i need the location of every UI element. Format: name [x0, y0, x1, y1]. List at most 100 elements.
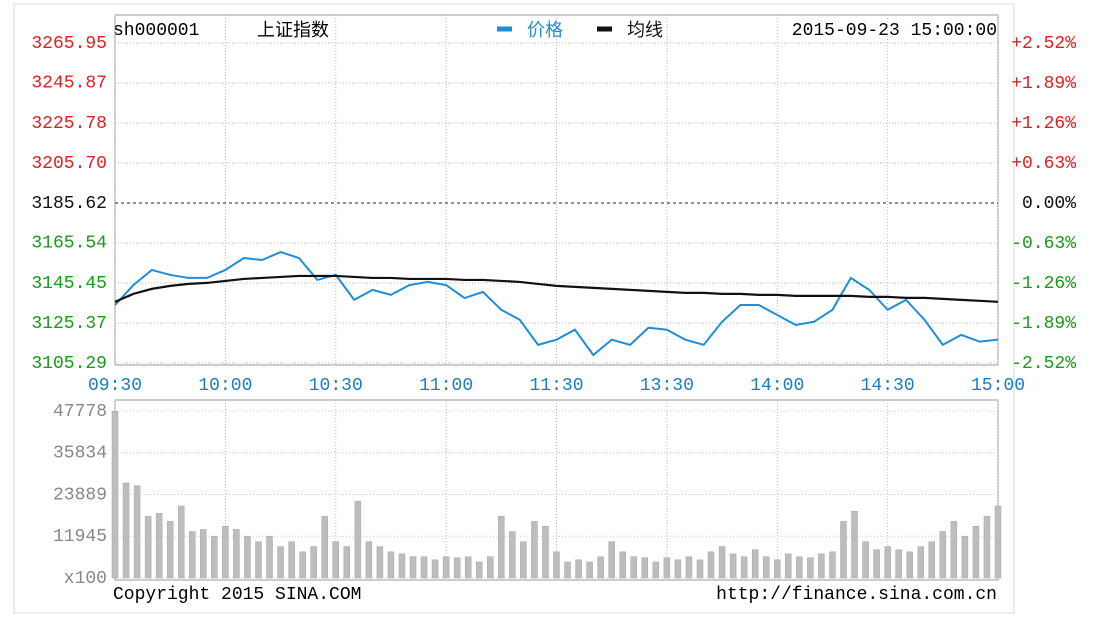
volume-bar: [641, 557, 649, 579]
volume-bar: [575, 559, 582, 579]
volume-bar: [288, 541, 295, 579]
y-tick-label: 3185.62: [31, 194, 107, 214]
y-tick-label: 3105.29: [31, 354, 107, 374]
volume-bar: [266, 536, 273, 579]
volume-bar: [354, 500, 362, 579]
volume-bar: [211, 536, 218, 579]
volume-bar: [983, 515, 991, 579]
volume-bar: [144, 515, 152, 579]
volume-bar: [255, 541, 262, 579]
volume-bar: [442, 556, 450, 579]
series-line: [114, 274, 999, 303]
volume-bar: [376, 546, 384, 579]
volume-bar: [796, 556, 803, 579]
x-tick-label: 15:00: [971, 376, 1025, 396]
x-tick-label: 10:00: [198, 376, 252, 396]
y-tick-label: x100: [64, 569, 107, 589]
y-tick-label: 3265.95: [31, 34, 107, 54]
volume-bar: [310, 546, 317, 579]
volume-bar: [520, 541, 527, 579]
volume-bar: [950, 521, 958, 579]
x-tick-label: 14:30: [861, 376, 915, 396]
volume-bar: [608, 541, 615, 579]
x-tick-label: 09:30: [88, 376, 142, 396]
volume-bar: [487, 556, 494, 579]
volume-bar: [906, 551, 913, 579]
volume-bar: [597, 556, 604, 579]
volume-bar: [233, 529, 240, 579]
volume-bar: [696, 559, 704, 579]
y-tick-label: 23889: [53, 485, 107, 505]
volume-bar: [762, 556, 770, 579]
volume-bar: [972, 526, 980, 579]
y-tick-label: 3205.70: [31, 154, 107, 174]
volume-bar: [553, 551, 560, 579]
volume-bar: [785, 553, 792, 579]
volume-bar: [244, 536, 251, 579]
volume-bar: [895, 549, 902, 579]
y2-tick-label: -0.63%: [1011, 234, 1076, 254]
volume-bar: [630, 556, 638, 579]
volume-bar: [729, 553, 737, 579]
volume-bar: [884, 546, 891, 579]
volume-bar: [564, 561, 571, 579]
legend-label: 价格: [527, 20, 563, 41]
volume-bar: [409, 556, 417, 579]
y-tick-label: 3145.45: [31, 274, 107, 294]
volume-bar: [365, 541, 373, 579]
volume-bar: [807, 557, 814, 579]
x-tick-label: 13:30: [640, 376, 694, 396]
volume-bar: [751, 549, 759, 579]
volume-bar: [453, 557, 461, 579]
y2-tick-label: -2.52%: [1011, 354, 1076, 374]
volume-bar: [829, 551, 836, 579]
volume-bar: [619, 551, 626, 579]
volume-bar: [222, 526, 229, 579]
volume-bar: [851, 510, 858, 579]
y-tick-label: 47778: [53, 402, 107, 422]
legend-label: 均线: [627, 20, 663, 41]
y2-tick-label: +0.63%: [1011, 154, 1076, 174]
y2-tick-label: -1.26%: [1011, 274, 1076, 294]
volume-bar: [928, 541, 936, 579]
volume-bar: [475, 561, 483, 579]
x-tick-label: 14:00: [750, 376, 804, 396]
volume-bar: [166, 521, 174, 579]
volume-bar: [652, 561, 660, 579]
volume-bar: [420, 556, 428, 579]
volume-bar: [321, 515, 328, 579]
volume-bar: [873, 549, 880, 579]
volume-bar: [122, 482, 130, 579]
volume-bar: [498, 515, 505, 579]
series-line: [114, 250, 999, 357]
volume-bar: [818, 553, 825, 579]
volume-bar: [663, 557, 671, 579]
volume-bar: [332, 541, 339, 579]
volume-bar: [155, 513, 163, 579]
volume-bar: [542, 526, 549, 579]
chart-title: 上证指数: [257, 20, 329, 41]
symbol: sh000001: [113, 21, 199, 41]
volume-bar: [277, 546, 284, 579]
volume-bar: [509, 531, 516, 579]
volume-bar: [740, 556, 748, 579]
y-tick-label: 3225.78: [31, 114, 107, 134]
volume-bar: [685, 556, 693, 579]
y-tick-label: 35834: [53, 443, 107, 463]
y2-tick-label: -1.89%: [1011, 314, 1076, 334]
volume-bar: [177, 505, 185, 579]
y-tick-label: 3245.87: [31, 74, 107, 94]
x-tick-label: 11:30: [529, 376, 583, 396]
y-tick-label: 3165.54: [31, 234, 107, 254]
volume-bar: [939, 531, 947, 579]
volume-bar: [343, 546, 351, 579]
volume-bar: [994, 505, 1002, 579]
volume-bar: [133, 485, 141, 579]
y2-tick-label: 0.00%: [1022, 194, 1076, 214]
volume-bar: [299, 551, 306, 579]
volume-bar: [111, 411, 119, 579]
y-tick-label: 3125.37: [31, 314, 107, 334]
y2-tick-label: +1.89%: [1011, 74, 1076, 94]
volume-bar: [586, 561, 593, 579]
copyright: Copyright 2015 SINA.COM: [113, 585, 361, 605]
